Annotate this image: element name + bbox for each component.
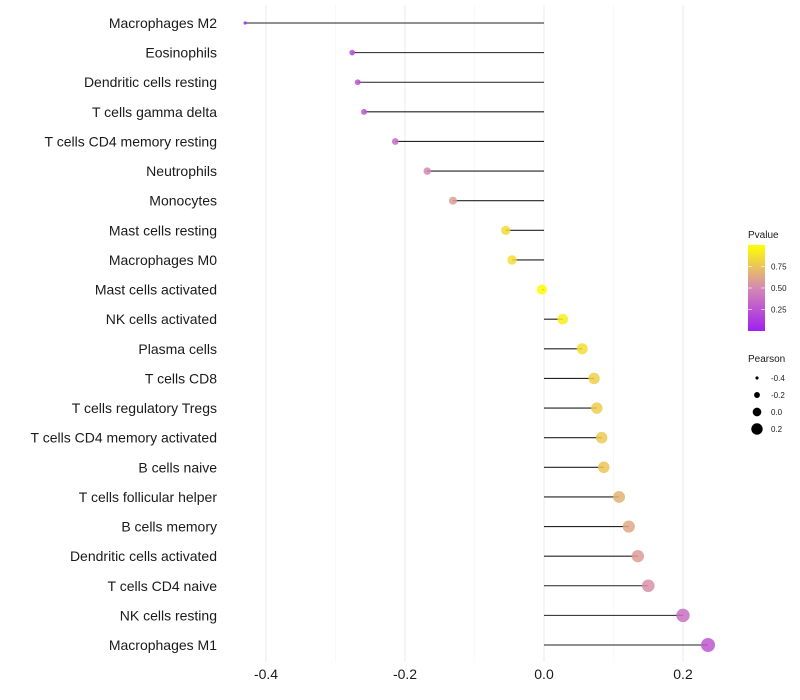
data-point [622, 520, 635, 533]
y-axis-label: T cells CD4 naive [108, 578, 218, 594]
y-axis-labels: Macrophages M2 Eosinophils Dendritic cells… [31, 15, 218, 653]
data-point [595, 431, 608, 444]
points [243, 21, 716, 652]
data-point [591, 402, 603, 414]
data-point [507, 255, 517, 265]
y-axis-label: Mast cells activated [95, 282, 217, 298]
size-legend-key [754, 392, 760, 398]
y-axis-label: B cells memory [121, 519, 217, 535]
y-axis-label: Monocytes [149, 193, 217, 209]
data-point [631, 549, 645, 563]
grid [265, 5, 684, 662]
legend-pvalue-title: Pvalue [748, 230, 779, 241]
y-axis-label: T cells follicular helper [79, 489, 218, 505]
data-point [588, 372, 600, 385]
y-axis-label: T cells regulatory Tregs [72, 400, 217, 416]
data-point [354, 79, 361, 86]
stems [245, 22, 709, 646]
size-legend-label: 0.2 [771, 425, 783, 434]
y-axis-label: Mast cells resting [109, 222, 217, 238]
data-point [361, 108, 367, 115]
data-point [597, 461, 610, 474]
size-legend-label: -0.2 [771, 391, 785, 400]
data-point [423, 167, 431, 175]
x-tick-label: -0.4 [254, 666, 278, 682]
colorbar-tick-label: 0.50 [771, 284, 787, 293]
data-point [701, 638, 716, 652]
data-point [676, 608, 690, 623]
data-point [641, 579, 655, 593]
data-point [613, 490, 626, 503]
y-axis-label: Dendritic cells resting [84, 74, 217, 90]
data-point [391, 138, 399, 145]
y-axis-label: Neutrophils [146, 163, 217, 179]
colorbar-tick-label: 0.25 [771, 306, 787, 315]
y-axis-label: NK cells resting [120, 607, 217, 623]
y-axis-label: T cells CD4 memory resting [45, 133, 217, 149]
y-axis-label: Plasma cells [138, 341, 217, 357]
size-legend-key [755, 376, 759, 380]
size-legend-label: 0.0 [771, 408, 783, 417]
y-axis-label: T cells CD4 memory activated [31, 430, 217, 446]
data-point [501, 225, 511, 235]
y-axis-label: NK cells activated [106, 311, 217, 327]
legend: Pvalue 0.25 0.50 0.75 Pearson -0.4 -0.2 0.0 0… [748, 230, 787, 435]
y-axis-label: B cells naive [138, 459, 217, 475]
x-axis-ticks: -0.4 -0.2 0.0 0.2 [254, 666, 693, 682]
y-axis-label: Macrophages M1 [109, 637, 217, 653]
size-legend-label: -0.4 [771, 374, 785, 383]
data-point [536, 284, 547, 295]
size-legend-key [751, 423, 763, 435]
legend-colorbar [748, 245, 765, 331]
x-tick-label: 0.0 [534, 666, 554, 682]
data-point [243, 21, 247, 25]
colorbar-tick-label: 0.75 [771, 263, 787, 272]
size-legend-key [752, 407, 762, 417]
data-point [557, 313, 569, 325]
y-axis-label: Dendritic cells activated [70, 548, 217, 564]
y-axis-label: T cells gamma delta [92, 104, 217, 120]
data-point [349, 49, 356, 56]
data-point [448, 196, 457, 205]
y-axis-label: Macrophages M0 [109, 252, 217, 268]
legend-pearson-title: Pearson [748, 354, 785, 365]
data-point [576, 343, 588, 355]
x-tick-label: 0.2 [673, 666, 693, 682]
x-tick-label: -0.2 [393, 666, 417, 682]
y-axis-label: Macrophages M2 [109, 15, 217, 31]
y-axis-label: T cells CD8 [145, 370, 217, 386]
y-axis-label: Eosinophils [145, 45, 217, 61]
